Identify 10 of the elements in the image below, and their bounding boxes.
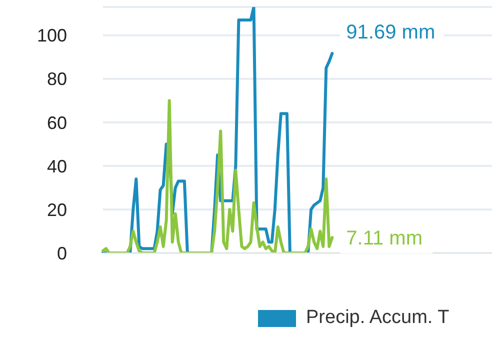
y-tick-label: 20 [46,200,67,220]
y-tick-label: 100 [36,26,67,46]
line-series [102,99,334,253]
y-tick-label: 80 [46,69,67,90]
data-label: 7.11 mm [346,228,423,250]
y-tick-label: 60 [46,112,67,133]
data-label: 91.69 mm [346,21,436,44]
legend-label: Precip. Accum. T [306,307,450,329]
y-tick-label: 40 [46,156,67,176]
y-tick-label: 0 [56,243,67,264]
